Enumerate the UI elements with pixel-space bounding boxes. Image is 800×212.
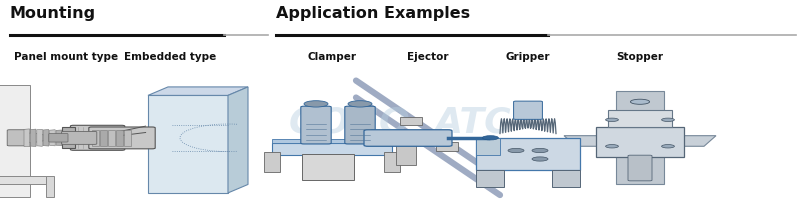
Ellipse shape	[304, 101, 328, 107]
Polygon shape	[24, 129, 30, 147]
Polygon shape	[30, 129, 36, 146]
FancyBboxPatch shape	[628, 155, 652, 181]
FancyBboxPatch shape	[608, 110, 672, 127]
Polygon shape	[43, 130, 49, 146]
Circle shape	[662, 118, 674, 121]
FancyBboxPatch shape	[596, 127, 684, 157]
Polygon shape	[56, 130, 62, 146]
FancyBboxPatch shape	[514, 101, 542, 119]
Polygon shape	[116, 130, 123, 146]
Text: Mounting: Mounting	[10, 6, 96, 21]
Text: Ejector: Ejector	[407, 52, 449, 62]
FancyBboxPatch shape	[7, 130, 26, 146]
FancyBboxPatch shape	[345, 106, 375, 144]
Polygon shape	[148, 95, 228, 193]
FancyBboxPatch shape	[400, 117, 422, 125]
Ellipse shape	[348, 101, 372, 107]
Polygon shape	[62, 127, 75, 148]
Text: Application Examples: Application Examples	[276, 6, 470, 21]
Circle shape	[606, 118, 618, 121]
Polygon shape	[50, 130, 55, 146]
Polygon shape	[0, 85, 30, 197]
FancyBboxPatch shape	[272, 143, 392, 155]
Circle shape	[508, 148, 524, 153]
FancyBboxPatch shape	[396, 145, 416, 165]
Polygon shape	[46, 176, 54, 197]
Text: Panel mount type: Panel mount type	[14, 52, 118, 62]
Polygon shape	[228, 87, 248, 193]
Polygon shape	[108, 130, 115, 146]
Circle shape	[532, 148, 548, 153]
FancyBboxPatch shape	[476, 138, 580, 170]
FancyBboxPatch shape	[436, 142, 458, 151]
Polygon shape	[564, 136, 716, 146]
Text: Gripper: Gripper	[506, 52, 550, 62]
Circle shape	[606, 145, 618, 148]
Text: Embedded type: Embedded type	[124, 52, 216, 62]
Polygon shape	[148, 87, 248, 95]
Polygon shape	[37, 129, 42, 146]
FancyBboxPatch shape	[70, 125, 125, 150]
Circle shape	[662, 145, 674, 148]
Circle shape	[532, 157, 548, 161]
FancyBboxPatch shape	[62, 131, 97, 144]
FancyBboxPatch shape	[89, 127, 155, 149]
Circle shape	[630, 99, 650, 104]
Circle shape	[12, 133, 47, 142]
Text: Clamper: Clamper	[307, 52, 357, 62]
FancyBboxPatch shape	[364, 130, 452, 146]
Polygon shape	[124, 130, 131, 146]
FancyBboxPatch shape	[301, 106, 331, 144]
Circle shape	[482, 136, 498, 140]
FancyBboxPatch shape	[384, 152, 400, 172]
FancyBboxPatch shape	[49, 134, 68, 142]
Polygon shape	[92, 130, 99, 146]
FancyBboxPatch shape	[272, 139, 392, 143]
FancyBboxPatch shape	[476, 138, 500, 155]
Polygon shape	[100, 130, 107, 146]
FancyBboxPatch shape	[302, 154, 354, 180]
FancyBboxPatch shape	[264, 152, 280, 172]
Polygon shape	[616, 91, 664, 184]
Polygon shape	[552, 170, 580, 187]
Text: GOGO  ATC: GOGO ATC	[289, 106, 511, 140]
Polygon shape	[0, 176, 46, 184]
Polygon shape	[476, 170, 504, 187]
Text: Stopper: Stopper	[617, 52, 663, 62]
